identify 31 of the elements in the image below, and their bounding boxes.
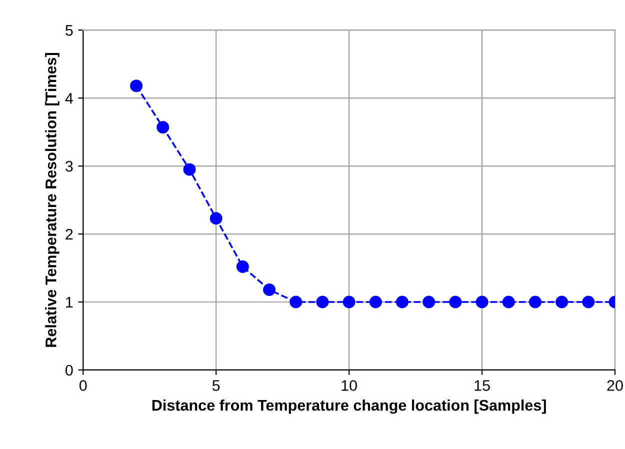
y-tick-label: 2 bbox=[66, 228, 73, 240]
x-tick-label: 20 bbox=[607, 380, 623, 391]
x-tick-label: 5 bbox=[212, 380, 220, 391]
point bbox=[556, 296, 568, 308]
point bbox=[130, 80, 143, 92]
point bbox=[210, 212, 222, 225]
y-tick-label: 5 bbox=[66, 25, 73, 36]
point bbox=[183, 163, 196, 176]
y-tick-label: 1 bbox=[66, 297, 73, 308]
point bbox=[502, 296, 515, 308]
point bbox=[369, 296, 382, 308]
point bbox=[236, 260, 249, 273]
point bbox=[156, 121, 170, 134]
y-tick-label: 0 bbox=[66, 364, 73, 376]
point bbox=[582, 296, 595, 308]
y-tick-label: 3 bbox=[65, 160, 73, 172]
point bbox=[476, 296, 488, 308]
point bbox=[263, 284, 276, 296]
point bbox=[316, 296, 329, 308]
point bbox=[422, 296, 436, 308]
point bbox=[342, 296, 356, 308]
y-tick-label: 4 bbox=[65, 93, 73, 104]
y-axis-title: Relative Temperature Resolution [Times] bbox=[45, 53, 60, 347]
x-axis-title: Distance from Temperature change location [Samples] bbox=[152, 399, 546, 414]
point bbox=[449, 296, 462, 308]
x-tick-label: 0 bbox=[79, 380, 87, 391]
point bbox=[290, 296, 302, 308]
x-tick-label: 10 bbox=[342, 380, 357, 391]
point bbox=[396, 296, 408, 308]
point bbox=[528, 296, 542, 308]
x-tick-label: 15 bbox=[474, 380, 490, 391]
